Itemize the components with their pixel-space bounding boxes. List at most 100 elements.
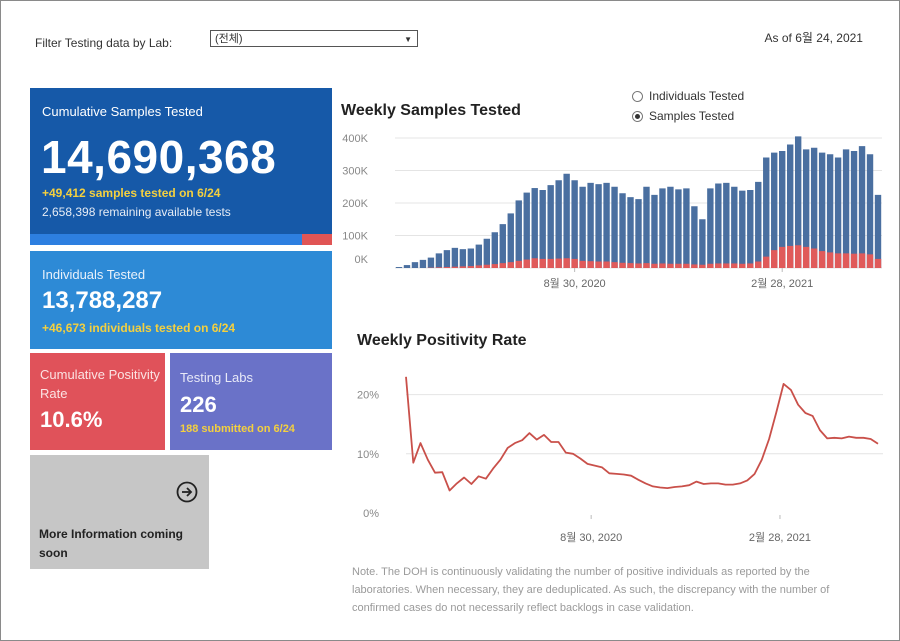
bar-positive [459, 266, 467, 268]
individuals-tested-tile[interactable]: Individuals Tested 13,788,287 +46,673 in… [30, 251, 332, 349]
cumulative-samples-value: 14,690,368 [41, 131, 277, 183]
weekly-samples-chart: 0K 100K 200K 300K 400K 8월 30, 2020 2월 28, 2021 [342, 133, 882, 290]
bar-positive [595, 261, 602, 268]
bar [731, 186, 738, 268]
bar [786, 144, 794, 268]
bar [874, 194, 882, 268]
dropdown-arrow-icon[interactable]: ▼ [404, 35, 412, 44]
bar-positive [539, 258, 546, 268]
bar-positive [874, 258, 882, 268]
bar-positive [451, 266, 459, 268]
radio-label: Samples Tested [649, 109, 735, 123]
bar-positive [683, 263, 690, 268]
bar-positive [531, 258, 538, 268]
y-tick-label: 400K [342, 133, 368, 145]
positivity-rate-value: 10.6% [40, 407, 103, 432]
bar [635, 199, 642, 268]
bar-positive [563, 258, 570, 268]
bar-positive [691, 264, 698, 268]
bar-positive [771, 250, 778, 268]
bar-positive [786, 245, 794, 268]
bar [507, 213, 514, 268]
cumulative-samples-tile[interactable]: Cumulative Samples Tested 14,690,368 +49… [30, 88, 332, 245]
bar-positive [723, 263, 730, 268]
bar [563, 173, 570, 268]
filter-label: Filter Testing data by Lab: [35, 36, 173, 50]
cumulative-samples-title: Cumulative Samples Tested [42, 104, 203, 119]
bar [810, 147, 818, 268]
bar-positive [619, 262, 626, 268]
samples-increment: +49,412 samples tested on 6/24 [42, 186, 221, 200]
more-information-title: More Information coming soon [39, 527, 183, 560]
bar-positive [435, 267, 443, 268]
bar-positive [467, 266, 475, 268]
bar-positive [483, 264, 491, 268]
bar [627, 197, 634, 268]
bar-positive [499, 263, 506, 268]
bar [802, 149, 810, 268]
bar [539, 190, 546, 268]
individuals-tested-title: Individuals Tested [42, 267, 146, 282]
bar [451, 247, 459, 268]
bar-positive [611, 262, 618, 268]
bar [850, 151, 858, 268]
positivity-rate-tile[interactable]: Cumulative Positivity Rate 10.6% [30, 353, 165, 450]
note-line: confirmed cases do not necessarily refle… [352, 602, 694, 614]
lab-filter-select[interactable]: (전체) ▼ [210, 30, 418, 47]
bar-positive [731, 263, 738, 268]
bar [555, 180, 562, 268]
arrow-right-circle-icon[interactable] [176, 481, 198, 503]
y-tick-label: 10% [357, 449, 379, 461]
bar [427, 257, 435, 268]
bar-positive [651, 263, 658, 268]
bar [499, 224, 506, 268]
bar-positive [675, 263, 682, 268]
individuals-tested-value: 13,788,287 [42, 287, 163, 314]
bar [763, 157, 770, 268]
bar-positive [579, 260, 586, 268]
as-of-date: As of 6월 24, 2021 [764, 31, 863, 45]
bar [834, 157, 842, 268]
bar-positive [635, 263, 642, 268]
bar-positive [747, 263, 754, 268]
bar-positive [850, 253, 858, 268]
remaining-tests: 2,658,398 remaining available tests [42, 205, 231, 219]
bar [547, 185, 554, 268]
radio-button-icon[interactable] [632, 90, 643, 102]
tests-remaining-fill [301, 234, 332, 245]
weekly-positivity-chart: 0% 10% 20% 8월 30, 2020 2월 28, 2021 [357, 376, 883, 544]
radio-samples-tested[interactable]: Samples Tested [632, 106, 744, 126]
testing-labs-tile[interactable]: Testing Labs 226 188 submitted on 6/24 [170, 353, 332, 450]
bar [755, 181, 762, 268]
bar-positive [659, 263, 666, 268]
bar [475, 244, 483, 268]
radio-individuals-tested[interactable]: Individuals Tested [632, 86, 744, 106]
bar [699, 219, 706, 268]
weekly-samples-title: Weekly Samples Tested [341, 102, 521, 119]
bar [794, 136, 802, 268]
bar [579, 186, 586, 268]
bar-positive [755, 261, 762, 268]
x-tick-label: 2월 28, 2021 [751, 277, 813, 290]
bar [443, 250, 451, 268]
bar [603, 182, 610, 268]
lab-filter-value: (전체) [215, 33, 243, 45]
bar [523, 192, 530, 268]
radio-button-icon[interactable] [632, 110, 643, 122]
bar [619, 193, 626, 268]
bar [675, 189, 682, 268]
bar-positive [603, 261, 610, 268]
testing-labs-title: Testing Labs [180, 370, 253, 385]
bar [715, 183, 722, 268]
bar-positive [643, 263, 650, 268]
bar [611, 186, 618, 268]
more-information-tile[interactable]: More Information coming soon [30, 455, 209, 569]
bar-positive [555, 258, 562, 268]
bar [459, 249, 467, 268]
bar [771, 152, 778, 268]
bar-positive [443, 267, 451, 268]
bar [483, 238, 491, 268]
x-tick-label: 8월 30, 2020 [560, 531, 622, 544]
bar-positive [515, 260, 522, 268]
y-tick-label: 100K [342, 231, 368, 243]
